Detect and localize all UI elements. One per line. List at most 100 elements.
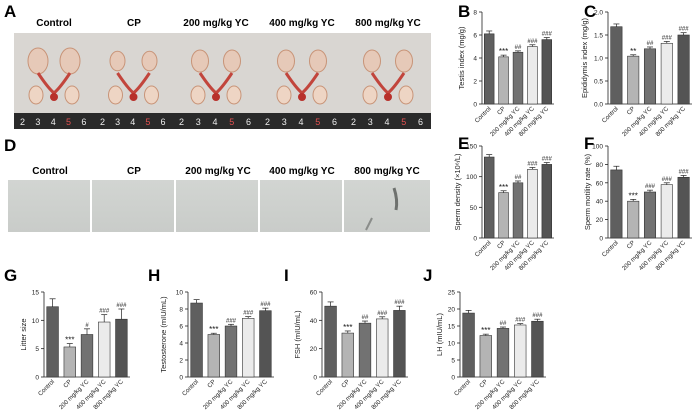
significance-label: ###: [542, 157, 553, 163]
y-tick-label: 2: [179, 358, 183, 365]
panel-letter-c: C: [584, 2, 597, 21]
x-tick-label: Control: [315, 378, 334, 397]
ruler: [345, 113, 431, 129]
testis-specimen: [27, 47, 81, 105]
y-tick-label: 0: [473, 236, 477, 243]
y-tick-label: 0.0: [594, 102, 603, 109]
y-tick-label: 10: [448, 341, 456, 348]
bar: [660, 184, 673, 239]
x-tick-label: Control: [37, 378, 56, 397]
y-tick-label: 60: [310, 290, 318, 297]
bar: [207, 334, 220, 378]
ruler-digit: 2: [351, 117, 357, 127]
y-tick-label: 40: [596, 199, 604, 206]
bar: [531, 320, 544, 378]
y-tick-label: 80: [596, 162, 604, 169]
significance-label: ###: [226, 318, 237, 324]
significance-label: ***: [481, 326, 490, 335]
y-tick-label: 6: [179, 324, 183, 331]
significance-label: ###: [260, 302, 271, 308]
bar: [498, 56, 509, 105]
bar: [259, 310, 272, 378]
sperm-micrograph: [8, 180, 90, 232]
bar: [643, 191, 657, 239]
ruler: [173, 113, 259, 129]
testis-specimen: [276, 49, 328, 105]
bar: [677, 34, 690, 105]
ruler-digit: 2: [179, 117, 185, 127]
y-axis-label: Epididymis index (mg/g): [580, 17, 589, 98]
bar: [677, 176, 690, 239]
significance-label: ###: [527, 161, 538, 167]
significance-label: ###: [527, 39, 538, 45]
significance-label: ###: [679, 27, 690, 33]
significance-label: ###: [645, 184, 656, 190]
y-tick-label: 50: [470, 205, 478, 212]
x-tick-label: Control: [601, 239, 620, 258]
y-tick-label: 2.0: [594, 10, 603, 17]
sperm-micrograph: [176, 180, 258, 232]
significance-label: ###: [532, 313, 543, 319]
y-tick-label: 15: [32, 290, 40, 297]
significance-label: ###: [679, 169, 690, 175]
y-tick-label: 100: [466, 174, 477, 181]
significance-label: ##: [362, 315, 369, 321]
x-tick-label: CP: [340, 378, 351, 389]
bar: [358, 322, 372, 378]
sperm-label-200: 200 mg/kg YC: [185, 166, 251, 177]
x-tick-label: CP: [206, 378, 217, 389]
y-tick-label: 5: [35, 346, 39, 353]
ruler-digit: 6: [331, 117, 337, 127]
x-tick-label: Control: [601, 105, 620, 124]
photo-label-800: 800 mg/kg YC: [355, 18, 421, 29]
significance-label: ###: [243, 311, 254, 317]
ruler-digit: 3: [281, 117, 287, 127]
significance-label: ***: [343, 323, 352, 332]
bar: [610, 26, 623, 105]
testis-specimen: [108, 50, 159, 105]
ruler-digit: 5: [315, 117, 321, 127]
ruler-digit: 3: [367, 117, 373, 127]
bar: [541, 39, 552, 105]
significance-label: **: [630, 47, 636, 56]
bar: [512, 51, 524, 105]
photo-label-cp: CP: [127, 18, 141, 29]
sperm-micrograph: [260, 180, 342, 232]
y-axis-label: Testosterone (mIU/mL): [159, 296, 168, 373]
bar: [115, 318, 128, 378]
sperm-label-cp: CP: [127, 166, 141, 177]
bar: [376, 318, 389, 378]
x-tick-label: CP: [496, 239, 507, 250]
bar: [627, 55, 640, 105]
y-tick-label: 150: [466, 144, 477, 151]
y-tick-label: 6: [473, 33, 477, 40]
ruler-digit: 4: [384, 117, 390, 127]
ruler-digit: 3: [195, 117, 201, 127]
y-tick-label: 10: [176, 290, 184, 297]
ruler-digit: 4: [130, 117, 136, 127]
y-tick-label: 4: [179, 341, 183, 348]
y-tick-label: 60: [596, 180, 604, 187]
sperm-label-control: Control: [32, 166, 68, 177]
y-tick-label: 20: [310, 346, 318, 353]
bar: [242, 318, 255, 378]
significance-label: #: [85, 323, 89, 329]
bar: [498, 192, 509, 239]
bar: [98, 321, 111, 378]
bar: [393, 310, 406, 378]
y-tick-label: 20: [596, 217, 604, 224]
y-tick-label: 1.0: [594, 56, 603, 63]
panel-letter-i: I: [284, 266, 289, 285]
significance-label: ##: [500, 321, 507, 327]
bar: [484, 156, 495, 239]
y-tick-label: 25: [448, 290, 456, 297]
significance-label: ##: [647, 41, 654, 47]
y-tick-label: 8: [179, 307, 183, 314]
significance-label: ###: [542, 32, 553, 38]
ruler-digit: 6: [81, 117, 87, 127]
y-tick-label: 0.5: [594, 79, 603, 86]
